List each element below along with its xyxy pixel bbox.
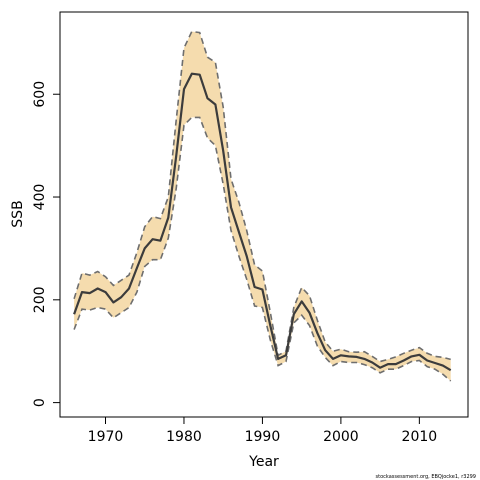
- x-tick-label: 1970: [88, 429, 124, 445]
- x-tick-label: 1990: [245, 429, 281, 445]
- y-tick-label: 200: [32, 286, 48, 313]
- lower-bound-line: [73, 116, 452, 382]
- x-tick-label: 2000: [323, 429, 359, 445]
- x-tick-label: 2010: [402, 429, 438, 445]
- ssb-estimate-line: [73, 72, 452, 372]
- x-axis-title: Year: [248, 454, 279, 470]
- y-tick-label: 600: [32, 81, 48, 108]
- y-tick-label: 400: [32, 184, 48, 211]
- y-axis: 0 200 400 600: [32, 81, 61, 407]
- y-tick-label: 0: [32, 398, 48, 407]
- y-axis-title: SSB: [10, 200, 26, 227]
- x-tick-label: 1980: [166, 429, 202, 445]
- x-axis: 1970 1980 1990 2000 2010: [88, 416, 438, 445]
- confidence-band: [74, 31, 451, 381]
- footnote: stockassessment.org, EBQjocke1, r3299: [376, 474, 476, 480]
- upper-bound-line: [73, 30, 451, 363]
